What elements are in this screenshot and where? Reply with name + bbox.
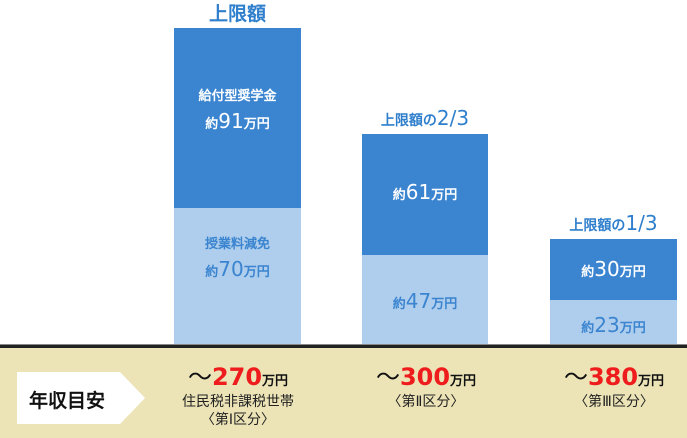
- income-tier-3: 〜380万円 〈第Ⅲ区分〉: [544, 365, 684, 411]
- income-tier-1: 〜270万円 住民税非課税世帯 〈第Ⅰ区分〉: [168, 365, 308, 429]
- bar-2-tuition-amount: 約47万円: [392, 289, 458, 313]
- bar-1-tuition-label: 授業料減免: [204, 237, 270, 252]
- bar-2-caption: 上限額の2/3: [380, 106, 470, 130]
- income-tier-1-desc: 住民税非課税世帯: [182, 394, 294, 410]
- bar-2-scholarship-segment: 約61万円: [362, 134, 488, 255]
- bar-3-tuition-amount: 約23万円: [581, 313, 646, 337]
- bar-1-scholarship-label: 給付型奨学金: [198, 89, 277, 104]
- bar-1: 給付型奨学金 約91万円 授業料減免 約70万円: [174, 28, 301, 344]
- bar-1-scholarship-segment: 給付型奨学金 約91万円: [174, 28, 301, 208]
- bar-3: 約30万円 約23万円: [550, 239, 677, 344]
- arrow-tag-shape: [17, 372, 145, 424]
- bar-3-tuition-segment: 約23万円: [550, 300, 677, 344]
- income-guide-tag: 年収目安: [17, 372, 145, 424]
- bar-3-scholarship-amount: 約30万円: [581, 257, 646, 281]
- bar-2-tuition-segment: 約47万円: [362, 255, 488, 344]
- bar-1-caption: 上限額: [208, 3, 266, 25]
- income-guide-label: 年収目安: [29, 390, 106, 412]
- income-tier-2: 〜300万円 〈第Ⅱ区分〉: [356, 365, 496, 411]
- income-tier-2-category: 〈第Ⅱ区分〉: [387, 394, 465, 410]
- income-footer: 年収目安 〜270万円 住民税非課税世帯 〈第Ⅰ区分〉 〜300万円 〈第Ⅱ区分…: [0, 348, 687, 438]
- bar-1-tuition-segment: 授業料減免 約70万円: [174, 208, 301, 344]
- bar-2-scholarship-amount: 約61万円: [392, 180, 458, 204]
- bar-3-caption: 上限額の1/3: [569, 211, 658, 235]
- bar-3-scholarship-segment: 約30万円: [550, 239, 677, 300]
- x-axis-line: [0, 344, 687, 348]
- income-tier-1-category: 〈第Ⅰ区分〉: [200, 412, 276, 428]
- bar-1-scholarship-amount: 約91万円: [205, 108, 270, 133]
- stacked-bar-chart: 上限額 給付型奨学金 約91万円 授業料減免 約70万円 上限額の2/3: [174, 3, 677, 344]
- bar-1-tuition-amount: 約70万円: [205, 256, 270, 281]
- income-tier-3-category: 〈第Ⅲ区分〉: [574, 394, 654, 410]
- bar-2: 約61万円 約47万円: [362, 134, 488, 344]
